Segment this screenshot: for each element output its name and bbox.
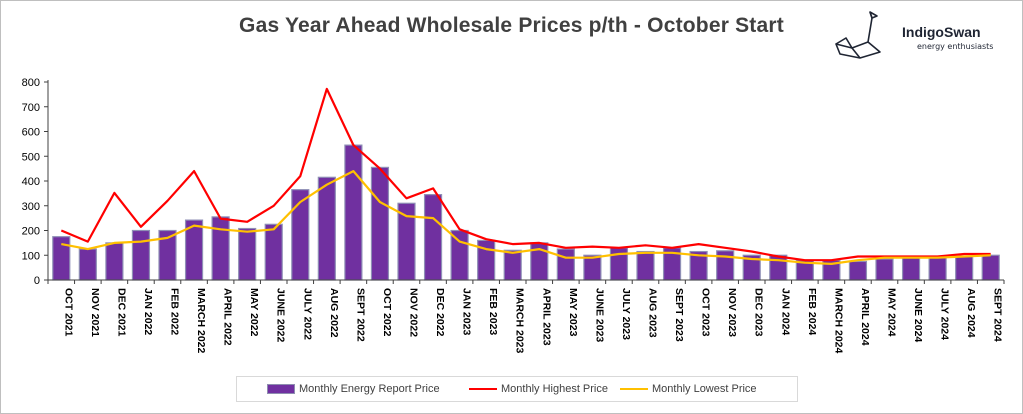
x-tick-label: JULY 2024 [939, 288, 951, 340]
x-tick-label: NOV 2021 [89, 288, 101, 337]
x-tick-label: JULY 2022 [301, 288, 313, 340]
y-tick-label: 500 [22, 151, 40, 163]
bar [52, 236, 71, 281]
legend-swatch-bar [267, 384, 295, 394]
y-tick-label: 600 [22, 127, 40, 139]
bar [131, 229, 151, 281]
x-tick-label: MARCH 2023 [514, 288, 526, 354]
logo: IndigoSwan energy enthusiasts [832, 8, 1012, 64]
bar [370, 166, 390, 281]
bar [636, 250, 655, 281]
y-tick-label: 200 [22, 226, 40, 238]
x-tick-label: APRIL 2022 [222, 288, 234, 346]
bar [955, 255, 974, 281]
logo-tagline: energy enthusiasts [917, 42, 994, 51]
bar [105, 242, 124, 281]
y-tick-label: 800 [22, 77, 40, 89]
bar [238, 227, 257, 281]
x-tick-label: JAN 2023 [461, 288, 473, 335]
legend-label: Monthly Energy Report Price [299, 383, 440, 395]
legend-label: Monthly Highest Price [501, 383, 608, 395]
y-tick-label: 100 [22, 250, 40, 262]
x-tick-label: DEC 2022 [434, 288, 446, 337]
y-tick-label: 700 [22, 102, 40, 114]
legend-swatch-line [620, 388, 648, 390]
bar [264, 223, 283, 281]
high-price-line [60, 87, 991, 262]
bar [928, 257, 947, 281]
x-tick-label: DEC 2023 [753, 288, 765, 337]
swan-icon [835, 11, 881, 59]
x-tick-label: APRIL 2024 [859, 288, 871, 346]
legend: Monthly Energy Report Price Monthly High… [236, 376, 798, 402]
logo-name: IndigoSwan [902, 24, 981, 40]
x-tick-label: JUNE 2022 [275, 288, 287, 342]
x-tick-label: SEPT 2022 [354, 288, 366, 342]
x-tick-label: AUG 2024 [965, 288, 977, 338]
x-tick-label: FEB 2022 [169, 288, 181, 335]
x-tick-label: OCT 2022 [381, 288, 393, 337]
x-tick-label: DEC 2021 [115, 288, 127, 337]
x-tick-label: FEB 2023 [487, 288, 499, 335]
x-tick-label: SEPT 2024 [992, 288, 1004, 342]
x-tick-label: JAN 2024 [779, 288, 791, 335]
y-tick-label: 300 [22, 201, 40, 213]
x-tick-label: MAY 2024 [886, 288, 898, 337]
x-tick-label: AUG 2022 [328, 288, 340, 338]
x-tick-label: MARCH 2022 [195, 288, 207, 354]
x-tick-label: AUG 2023 [647, 288, 659, 338]
bar [397, 202, 416, 281]
legend-label: Monthly Lowest Price [652, 383, 757, 395]
legend-swatch-line [469, 388, 497, 390]
bar [556, 248, 575, 281]
x-tick-label: SEPT 2023 [673, 288, 685, 342]
x-tick-label: MAY 2023 [567, 288, 579, 337]
x-tick-label: NOV 2023 [726, 288, 738, 337]
bar [583, 254, 602, 281]
x-tick-label: MARCH 2024 [832, 288, 844, 354]
bar [423, 194, 443, 281]
bar [901, 257, 921, 281]
x-tick-label: MAY 2022 [248, 288, 260, 337]
bar [344, 144, 363, 281]
low-price-line [61, 170, 991, 265]
bar [317, 176, 336, 281]
x-tick-label: OCT 2023 [700, 288, 712, 337]
x-tick-label: JUNE 2023 [593, 288, 605, 342]
y-tick-label: 400 [22, 176, 40, 188]
bar [875, 258, 894, 281]
x-tick-label: APRIL 2023 [540, 288, 552, 346]
bar [211, 216, 230, 281]
x-tick-label: JAN 2022 [142, 288, 154, 335]
y-tick-label: 0 [34, 275, 40, 287]
bar [503, 249, 522, 281]
chart-title: Gas Year Ahead Wholesale Prices p/th - O… [239, 14, 784, 37]
bar [450, 229, 469, 281]
bar [981, 254, 1000, 281]
x-tick-label: JULY 2023 [620, 288, 632, 340]
bar [848, 260, 868, 281]
x-tick-label: OCT 2021 [62, 288, 74, 337]
bar [78, 248, 97, 281]
x-tick-label: NOV 2022 [408, 288, 420, 337]
x-tick-label: JUNE 2024 [912, 288, 924, 342]
x-tick-label: FEB 2024 [806, 288, 818, 335]
